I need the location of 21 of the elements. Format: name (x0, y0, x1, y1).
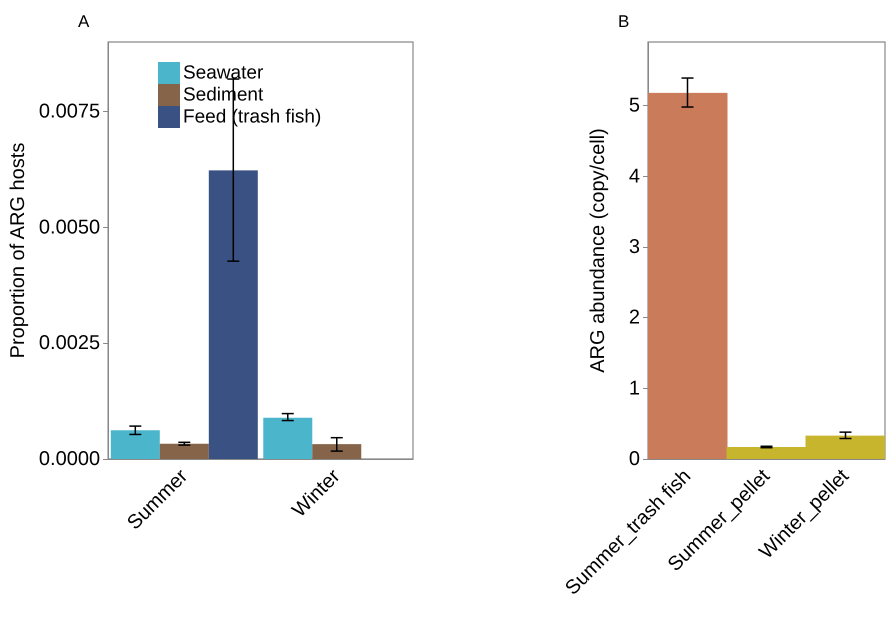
y-axis-title: ARG abundance (copy/cell) (587, 128, 609, 373)
y-tick-label: 0.0025 (38, 332, 100, 354)
bar (648, 92, 728, 459)
legend-label: Seawater (183, 62, 264, 84)
bar (160, 444, 209, 459)
bar (263, 418, 312, 459)
y-tick-label: 0.0075 (38, 100, 100, 122)
y-axis-title: Proportion of ARG hosts (7, 142, 29, 358)
y-tick-label: 2 (628, 306, 640, 329)
bar (110, 430, 160, 459)
chart-title: B (618, 12, 630, 31)
bar (208, 170, 258, 459)
y-tick-label: 4 (628, 165, 640, 188)
y-tick-label: 0 (628, 448, 640, 470)
bar (312, 444, 362, 459)
y-tick-label: 5 (628, 94, 640, 117)
y-tick-label: 0.0000 (38, 448, 100, 470)
y-tick-label: 0.0050 (38, 216, 100, 238)
chart-title: A (78, 12, 90, 31)
y-tick-label: 1 (628, 377, 640, 400)
y-tick-label: 3 (628, 236, 640, 258)
